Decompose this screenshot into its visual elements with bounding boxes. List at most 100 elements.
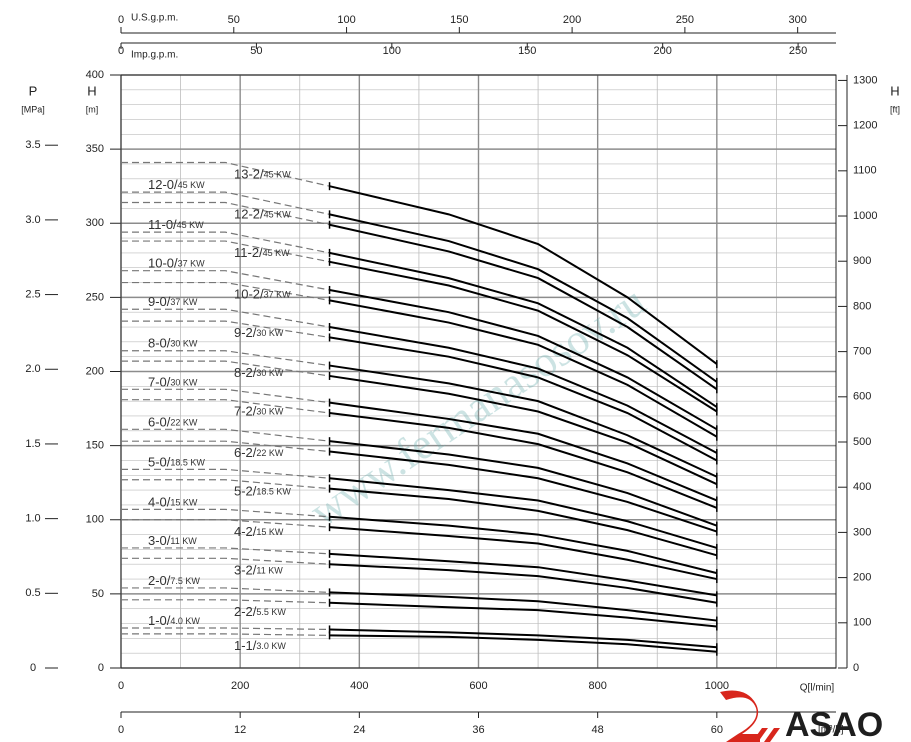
curve — [329, 374, 718, 486]
curve-power: 18.5 KW — [170, 458, 205, 468]
curve-power: 7.5 KW — [170, 576, 200, 586]
usgpm_axis-tick-label: 0 — [118, 14, 124, 26]
ft-tick-label: 1100 — [853, 165, 877, 177]
x-tick-label: 1000 — [705, 680, 729, 692]
logo: ASAO — [785, 706, 883, 742]
p-tick-label: 3.5 — [25, 139, 40, 151]
curve — [329, 450, 718, 533]
y-tick-label: 150 — [86, 440, 104, 452]
curve-power: 45 KW — [264, 210, 292, 220]
curve — [329, 628, 717, 649]
curve-label: 13-2/45 KW — [234, 167, 291, 182]
curve-name: 6-2/ — [234, 446, 257, 461]
p-tick-label: 0 — [30, 662, 36, 674]
ft-tick-label: 200 — [853, 572, 871, 584]
curve-dashed — [121, 270, 330, 291]
ft-tick-label: 900 — [853, 255, 871, 267]
curve-power: 37 KW — [178, 259, 206, 269]
curve-name: 7-2/ — [234, 404, 257, 419]
curve-power: 11 KW — [170, 536, 197, 546]
x-axis-label: Q[l/min] — [800, 683, 835, 694]
curve — [329, 288, 718, 431]
curve-name: 9-2/ — [234, 326, 257, 341]
curve-dashed — [121, 161, 330, 187]
curve-name: 4-2/ — [234, 524, 257, 539]
curve — [329, 336, 718, 462]
curve-dashed — [121, 519, 330, 528]
curve-label: 6-0/22 KW — [148, 415, 198, 430]
curve-label: 1-0/4.0 KW — [148, 613, 200, 628]
ft-tick-label: 1300 — [853, 74, 877, 86]
curve — [329, 185, 718, 365]
usgpm_axis-tick-label: 100 — [337, 14, 355, 26]
y-tick-label: 50 — [92, 588, 104, 600]
curve — [329, 326, 718, 454]
m3h_axis-tick-label: 48 — [592, 724, 604, 736]
curve-name: 9-0/ — [148, 295, 171, 310]
curve-dashed — [121, 320, 330, 338]
curve-power: 45 KW — [264, 170, 292, 180]
curve-dashed — [121, 281, 330, 301]
curve — [329, 563, 717, 604]
ft-tick-label: 700 — [853, 346, 871, 358]
curve-dashed — [121, 627, 330, 631]
impgpm_axis-tick-label: 0 — [118, 45, 124, 57]
p-tick-label: 2.0 — [25, 363, 40, 375]
curve — [329, 634, 717, 653]
curve-name: 8-0/ — [148, 336, 171, 351]
usgpm_axis-tick-label: 200 — [563, 14, 581, 26]
y-tick-label: 350 — [86, 143, 104, 155]
curve — [329, 552, 717, 597]
y-axis-unit: [m] — [86, 104, 99, 114]
curve — [329, 526, 718, 581]
curve-power: 45 KW — [263, 248, 291, 258]
curve-power: 22 KW — [256, 449, 284, 459]
curve-label: 2-2/5.5 KW — [234, 604, 286, 619]
ft-axis-unit: [ft] — [890, 104, 900, 114]
curve-dashed — [121, 399, 330, 414]
curve-dashed — [121, 468, 330, 479]
curve-power: 3.0 KW — [256, 641, 286, 651]
p-axis-label: P — [29, 83, 38, 98]
y-tick-label: 0 — [98, 662, 104, 674]
p-tick-label: 1.5 — [25, 438, 40, 450]
curve-dashed — [121, 350, 330, 367]
curve — [329, 299, 718, 438]
ft-tick-label: 800 — [853, 300, 871, 312]
curve — [329, 213, 718, 383]
x-tick-label: 600 — [469, 680, 487, 692]
curve-dashed — [121, 360, 330, 377]
curve-dashed — [121, 240, 330, 263]
curve-power: 30 KW — [170, 378, 198, 388]
curve-dashed — [121, 440, 330, 453]
impgpm_axis-tick-label: 50 — [250, 45, 262, 57]
curve — [329, 412, 718, 509]
ft-tick-label: 0 — [853, 662, 859, 674]
curve-power: 30 KW — [170, 339, 198, 349]
curve-label: 10-2/37 KW — [234, 287, 291, 302]
curve-power: 30 KW — [256, 368, 284, 378]
curve-dashed — [121, 428, 330, 442]
ft-tick-label: 300 — [853, 526, 871, 538]
curve — [329, 591, 717, 622]
impgpm_axis-label: Imp.g.p.m. — [131, 50, 178, 61]
curve-label: 11-0/45 KW — [148, 218, 204, 233]
curve-power: 11 KW — [256, 566, 283, 576]
curve-dashed — [121, 479, 330, 490]
curve-label: 4-2/15 KW — [234, 524, 284, 539]
curve-label: 5-2/18.5 KW — [234, 484, 291, 499]
m3h_axis-tick-label: 60 — [711, 724, 723, 736]
usgpm_axis-tick-label: 150 — [450, 14, 468, 26]
curve-name: 2-2/ — [234, 604, 257, 619]
curve-name: 6-0/ — [148, 415, 171, 430]
curve-power: 18.5 KW — [256, 487, 291, 497]
curve-dashed — [121, 191, 330, 215]
curve-label: 4-0/15 KW — [148, 495, 198, 510]
curve-label: 11-2/45 KW — [234, 245, 290, 260]
curve-power: 5.5 KW — [256, 607, 286, 617]
curve-power: 45 KW — [178, 180, 206, 190]
curve-name: 12-0/ — [148, 178, 178, 193]
curve-power: 30 KW — [256, 407, 284, 417]
curve — [329, 401, 718, 502]
